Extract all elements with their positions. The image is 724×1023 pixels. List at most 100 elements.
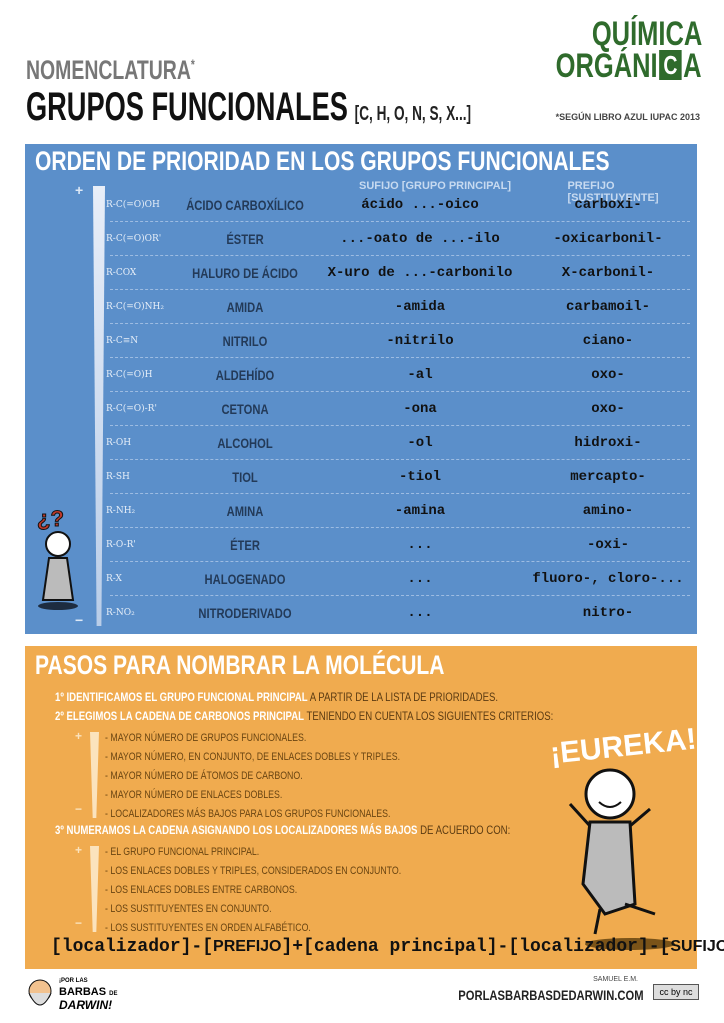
group-name: TIOL <box>232 469 258 485</box>
formula: R-OH <box>106 438 132 448</box>
criterion: - MAYOR NÚMERO DE GRUPOS FUNCIONALES. <box>105 732 307 744</box>
darwin-face-icon <box>28 979 52 1005</box>
prefix: -oxicarbonil- <box>553 231 663 247</box>
prefix: carboxi- <box>574 197 642 213</box>
author: SAMUEL E.M. <box>593 976 638 983</box>
step-3: 3º NUMERAMOS LA CADENA ASIGNANDO LOS LOC… <box>55 823 511 837</box>
suffix: -ona <box>403 401 437 417</box>
table-row: R-C(=O)OH ÁCIDO CARBOXÍLICO ácido ...-oico… <box>106 188 690 222</box>
naming-formula: [localizador]-[PREFIJO]+[cadena principa… <box>51 937 724 957</box>
suffix: -ol <box>407 435 433 451</box>
criteria-gradient-bar <box>90 846 99 932</box>
step-2: 2º ELEGIMOS LA CADENA DE CARBONOS PRINCI… <box>55 709 554 723</box>
logo: QUÍMICA ORGÁNI C A <box>556 15 702 85</box>
group-name: ÉTER <box>230 537 260 553</box>
table-row: R-NO₂ NITRODERIVADO... nitro- <box>106 596 690 630</box>
page-title: GRUPOS FUNCIONALES [C, H, O, N, S, X...] <box>26 85 472 129</box>
prefix: oxo- <box>591 401 625 417</box>
formula: R-COX <box>106 268 137 278</box>
minus-marker: − <box>75 612 84 628</box>
priority-panel: ORDEN DE PRIORIDAD EN LOS GRUPOS FUNCION… <box>25 144 697 634</box>
formula: R-C≡N <box>106 336 139 346</box>
formula: R-SH <box>106 472 130 482</box>
formula: R-C(=O)NH₂ <box>106 302 164 312</box>
criterion: - LOS ENLACES DOBLES ENTRE CARBONOS. <box>105 884 298 896</box>
formula: R-C(=O)-R' <box>106 404 157 414</box>
minus-marker: − <box>75 802 83 816</box>
table-row: R-C(=O)NH₂ AMIDA -amida carbamoil- <box>106 290 690 324</box>
plus-marker: + <box>75 843 83 857</box>
criterion: - LOS ENLACES DOBLES Y TRIPLES, CONSIDER… <box>105 865 402 877</box>
minus-marker: − <box>75 916 83 930</box>
prefix: ciano- <box>582 333 634 349</box>
formula: R-C(=O)OR' <box>106 234 162 244</box>
criterion: - MAYOR NÚMERO DE ÁTOMOS DE CARBONO. <box>105 770 303 782</box>
table-row: R-X HALOGENADO... fluoro-, cloro-... <box>106 562 690 596</box>
criterion: - EL GRUPO FUNCIONAL PRINCIPAL. <box>105 846 260 858</box>
website-link[interactable]: PORLASBARBASDEDARWIN.COM <box>458 987 644 1003</box>
priority-title: ORDEN DE PRIORIDAD EN LOS GRUPOS FUNCION… <box>35 146 610 176</box>
group-name: NITRILO <box>222 333 268 349</box>
suffix: -tiol <box>398 469 442 485</box>
subtitle: NOMENCLATURA* <box>26 55 195 85</box>
happy-character-icon <box>568 768 675 950</box>
criterion: - LOS SUSTITUYENTES EN CONJUNTO. <box>105 903 272 915</box>
table-row: R-OH ALCOHOL -ol hidroxi- <box>106 426 690 460</box>
cc-license-badge: cc by nc <box>653 984 699 1000</box>
formula: R-C(=O)OH <box>106 200 160 210</box>
steps-title: PASOS PARA NOMBRAR LA MOLÉCULA <box>35 650 445 680</box>
group-name: AMINA <box>226 503 264 519</box>
plus-marker: + <box>75 182 84 198</box>
suffix-header: SUFIJO [GRUPO PRINCIPAL] <box>359 180 511 192</box>
suffix: X-uro de ...-carbonilo <box>327 265 513 281</box>
formula: R-X <box>106 574 122 584</box>
group-name: CETONA <box>221 401 269 417</box>
suffix: ... <box>407 537 433 553</box>
criterion: - LOCALIZADORES MÁS BAJOS PARA LOS GRUPO… <box>105 808 391 820</box>
suffix: -amina <box>394 503 446 519</box>
suffix: ...-oato de ...-ilo <box>340 231 500 247</box>
group-name: ÉSTER <box>226 231 264 247</box>
table-row: R-O-R' ÉTER... -oxi- <box>106 528 690 562</box>
table-row: R-COX HALURO DE ÁCIDO X-uro de ...-carboni… <box>106 256 690 290</box>
prefix: amino- <box>582 503 634 519</box>
prefix-header: PREFIJO [SUSTITUYENTE] <box>567 180 659 204</box>
suffix: ácido ...-oico <box>361 197 479 213</box>
table-row: R-NH₂ AMINA -amina amino- <box>106 494 690 528</box>
formula: R-O-R' <box>106 540 136 550</box>
suffix: -amida <box>394 299 446 315</box>
suffix: ... <box>407 571 433 587</box>
prefix: oxo- <box>591 367 625 383</box>
confused-character-icon: ¿? <box>37 506 78 610</box>
prefix: X-carbonil- <box>561 265 655 281</box>
suffix: -nitrilo <box>386 333 454 349</box>
criterion: - MAYOR NÚMERO, EN CONJUNTO, DE ENLACES … <box>105 751 401 763</box>
formula: R-NH₂ <box>106 506 136 516</box>
source-note: *SEGÚN LIBRO AZUL IUPAC 2013 <box>555 112 700 122</box>
step-1: 1º IDENTIFICAMOS EL GRUPO FUNCIONAL PRIN… <box>55 690 499 704</box>
table-row: R-C≡N NITRILO -nitrilo ciano- <box>106 324 690 358</box>
plus-marker: + <box>75 729 83 743</box>
group-name: AMIDA <box>226 299 264 315</box>
svg-text:¿?: ¿? <box>37 506 64 531</box>
group-name: ÁCIDO CARBOXÍLICO <box>186 197 304 213</box>
suffix: ... <box>407 605 433 621</box>
priority-gradient-bar <box>93 186 105 626</box>
table-row: R-C(=O)-R' CETONA -ona oxo- <box>106 392 690 426</box>
table-row: R-C(=O)H ALDEHÍDO -al oxo- <box>106 358 690 392</box>
table-row: R-SH TIOL -tiol mercapto- <box>106 460 690 494</box>
prefix: mercapto- <box>570 469 646 485</box>
prefix: nitro- <box>582 605 634 621</box>
prefix: carbamoil- <box>565 299 651 315</box>
brand-logo: ¡POR LAS BARBAS DE DARWIN! <box>25 976 117 1011</box>
suffix: -al <box>407 367 433 383</box>
formula: R-C(=O)H <box>106 370 153 380</box>
prefix: fluoro-, cloro-... <box>532 571 684 587</box>
group-name: NITRODERIVADO <box>198 605 292 621</box>
criterion: - LOS SUSTITUYENTES EN ORDEN ALFABÉTICO. <box>105 922 311 934</box>
criterion: - MAYOR NÚMERO DE ENLACES DOBLES. <box>105 789 283 801</box>
group-name: HALOGENADO <box>204 571 286 587</box>
steps-panel: PASOS PARA NOMBRAR LA MOLÉCULA 1º IDENTI… <box>25 646 724 969</box>
group-name: ALCOHOL <box>217 435 273 451</box>
group-name: HALURO DE ÁCIDO <box>192 265 298 281</box>
